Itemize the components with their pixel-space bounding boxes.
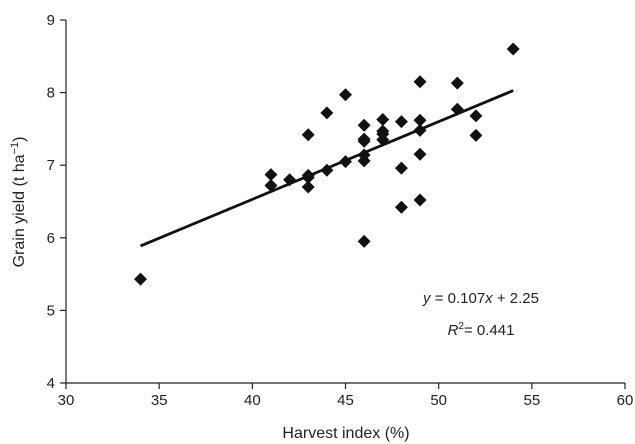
x-tick-label: 30 — [58, 392, 75, 409]
axes — [65, 20, 625, 384]
y-ticks: 4 5 6 7 8 9 — [47, 12, 66, 392]
data-point — [320, 106, 334, 120]
r-squared-sup: 2 — [458, 321, 464, 332]
r-squared-annotation: R2= 0.441 — [448, 321, 515, 339]
data-point — [394, 200, 408, 214]
y-tick-label: 4 — [47, 375, 55, 392]
x-axis-title: Harvest index (%) — [282, 425, 409, 442]
x-tick-label: 50 — [430, 392, 447, 409]
y-axis-title-main: Grain yield (t ha — [11, 154, 28, 267]
data-point — [357, 118, 371, 132]
equation-eq: = 0.107 — [431, 290, 486, 307]
equation-y: y — [422, 290, 432, 307]
y-axis-title: Grain yield (t ha−1) — [9, 137, 28, 268]
data-point — [413, 193, 427, 207]
equation-annotation: y = 0.107x + 2.25 — [422, 290, 539, 307]
y-axis-title-sup: −1 — [9, 142, 21, 155]
equation-x: x — [484, 290, 493, 307]
r-squared-r: R — [448, 322, 459, 339]
y-tick-label: 8 — [47, 85, 55, 102]
x-tick-label: 45 — [337, 392, 354, 409]
data-point — [394, 115, 408, 129]
data-point — [469, 109, 483, 123]
x-tick-label: 60 — [617, 392, 634, 409]
data-point — [394, 161, 408, 175]
data-point — [357, 132, 371, 146]
data-point — [264, 168, 278, 182]
data-point — [357, 234, 371, 248]
data-point — [301, 180, 315, 194]
data-point — [413, 75, 427, 89]
x-tick-label: 35 — [151, 392, 168, 409]
x-ticks: 30 35 40 45 50 55 60 — [58, 383, 634, 409]
r-squared-rest: = 0.441 — [464, 322, 514, 339]
data-point — [301, 128, 315, 142]
data-point — [134, 272, 148, 286]
data-point — [450, 76, 464, 90]
y-tick-label: 5 — [47, 302, 55, 319]
y-tick-label: 9 — [47, 12, 55, 29]
data-point — [413, 147, 427, 161]
equation-rest: + 2.25 — [493, 290, 539, 307]
data-point — [469, 128, 483, 142]
trend-line — [139, 89, 514, 248]
data-point — [506, 42, 520, 56]
y-tick-label: 6 — [47, 230, 55, 247]
x-tick-label: 40 — [244, 392, 261, 409]
y-tick-label: 7 — [47, 157, 55, 174]
data-point — [376, 112, 390, 126]
y-axis-title-close: ) — [11, 137, 28, 142]
data-point — [413, 113, 427, 127]
data-point — [339, 88, 352, 102]
data-points — [134, 42, 520, 286]
x-tick-label: 55 — [523, 392, 540, 409]
data-point — [376, 124, 390, 138]
